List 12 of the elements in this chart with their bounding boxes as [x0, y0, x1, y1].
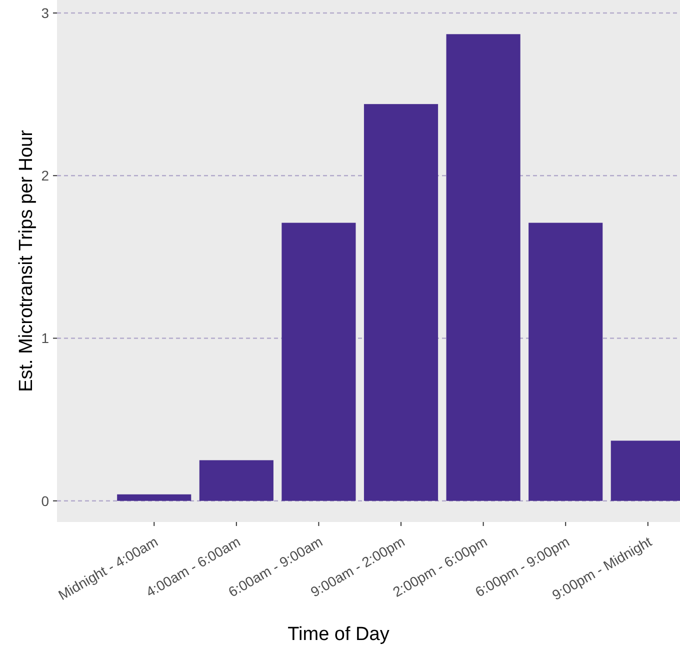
bar [117, 494, 192, 501]
bar [199, 460, 274, 501]
y-tick-label: 2 [41, 168, 50, 184]
bar [528, 222, 603, 501]
y-tick-label: 1 [41, 330, 50, 346]
bar [446, 34, 520, 501]
bar [364, 104, 438, 501]
y-axis-title: Est. Microtransit Trips per Hour [16, 129, 37, 392]
bar [282, 222, 356, 501]
x-axis-title: Time of Day [288, 624, 390, 645]
y-tick-label: 3 [41, 4, 50, 21]
y-tick-label: 0 [41, 492, 50, 509]
